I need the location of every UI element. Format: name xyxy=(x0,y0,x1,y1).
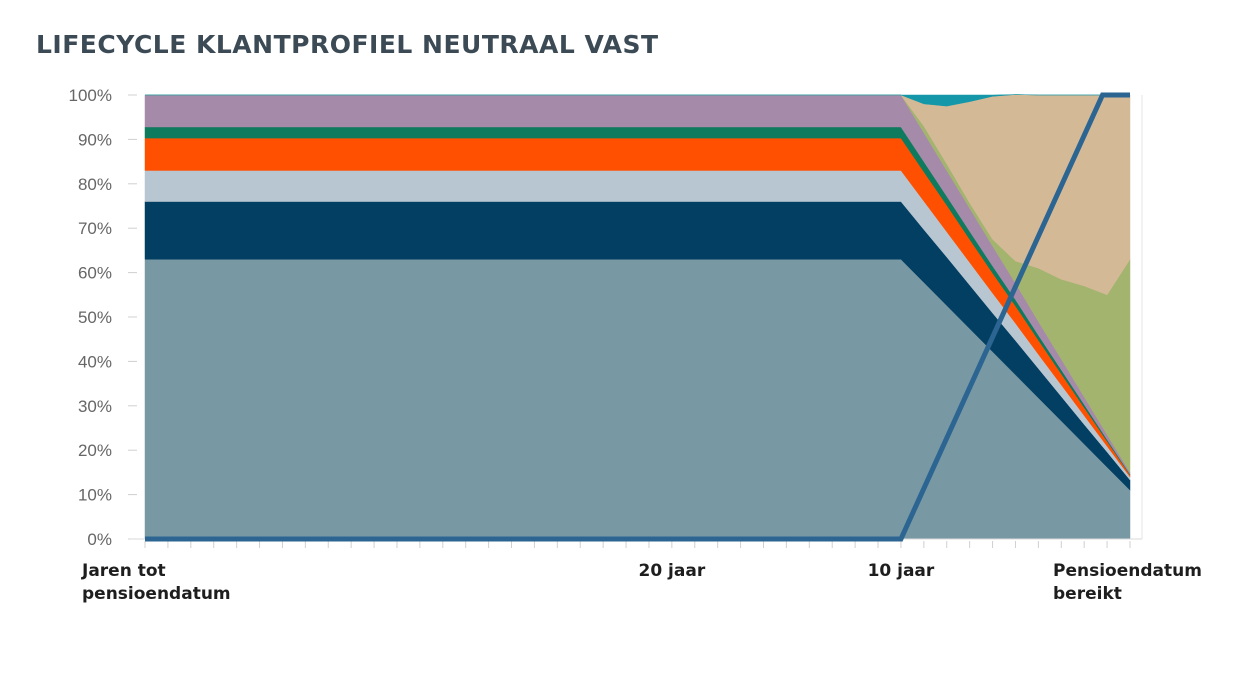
x-tick-label: Jaren tot xyxy=(81,561,166,581)
y-tick-label: 40% xyxy=(78,352,112,371)
y-tick-label: 0% xyxy=(87,530,112,549)
y-tick-label: 60% xyxy=(78,264,112,283)
x-tick-label: 20 jaar xyxy=(638,561,705,581)
x-tick-label: Pensioendatum xyxy=(1053,561,1202,581)
x-tick-label: bereikt xyxy=(1053,584,1122,604)
area-layer xyxy=(144,94,1131,540)
x-tick-label: 10 jaar xyxy=(868,561,935,581)
chart-title: LIFECYCLE KLANTPROFIEL NEUTRAAL VAST xyxy=(36,30,659,59)
area-series-9 xyxy=(145,94,1130,107)
line-layer xyxy=(145,92,1130,542)
glide-path-line xyxy=(145,92,1130,542)
y-tick-label: 90% xyxy=(78,130,112,149)
label-layer: Jaren tot pensioendatum 20 jaar 10 jaar Pens… xyxy=(81,561,1202,604)
y-tick-label: 70% xyxy=(78,219,112,238)
y-tick-label: 100% xyxy=(69,86,112,105)
y-tick-label: 30% xyxy=(78,397,112,416)
y-tick-label: 80% xyxy=(78,175,112,194)
y-tick-label: 20% xyxy=(78,441,112,460)
y-tick-label: 10% xyxy=(78,486,112,505)
x-tick-label: pensioendatum xyxy=(82,584,231,604)
y-tick-label: 50% xyxy=(78,308,112,327)
